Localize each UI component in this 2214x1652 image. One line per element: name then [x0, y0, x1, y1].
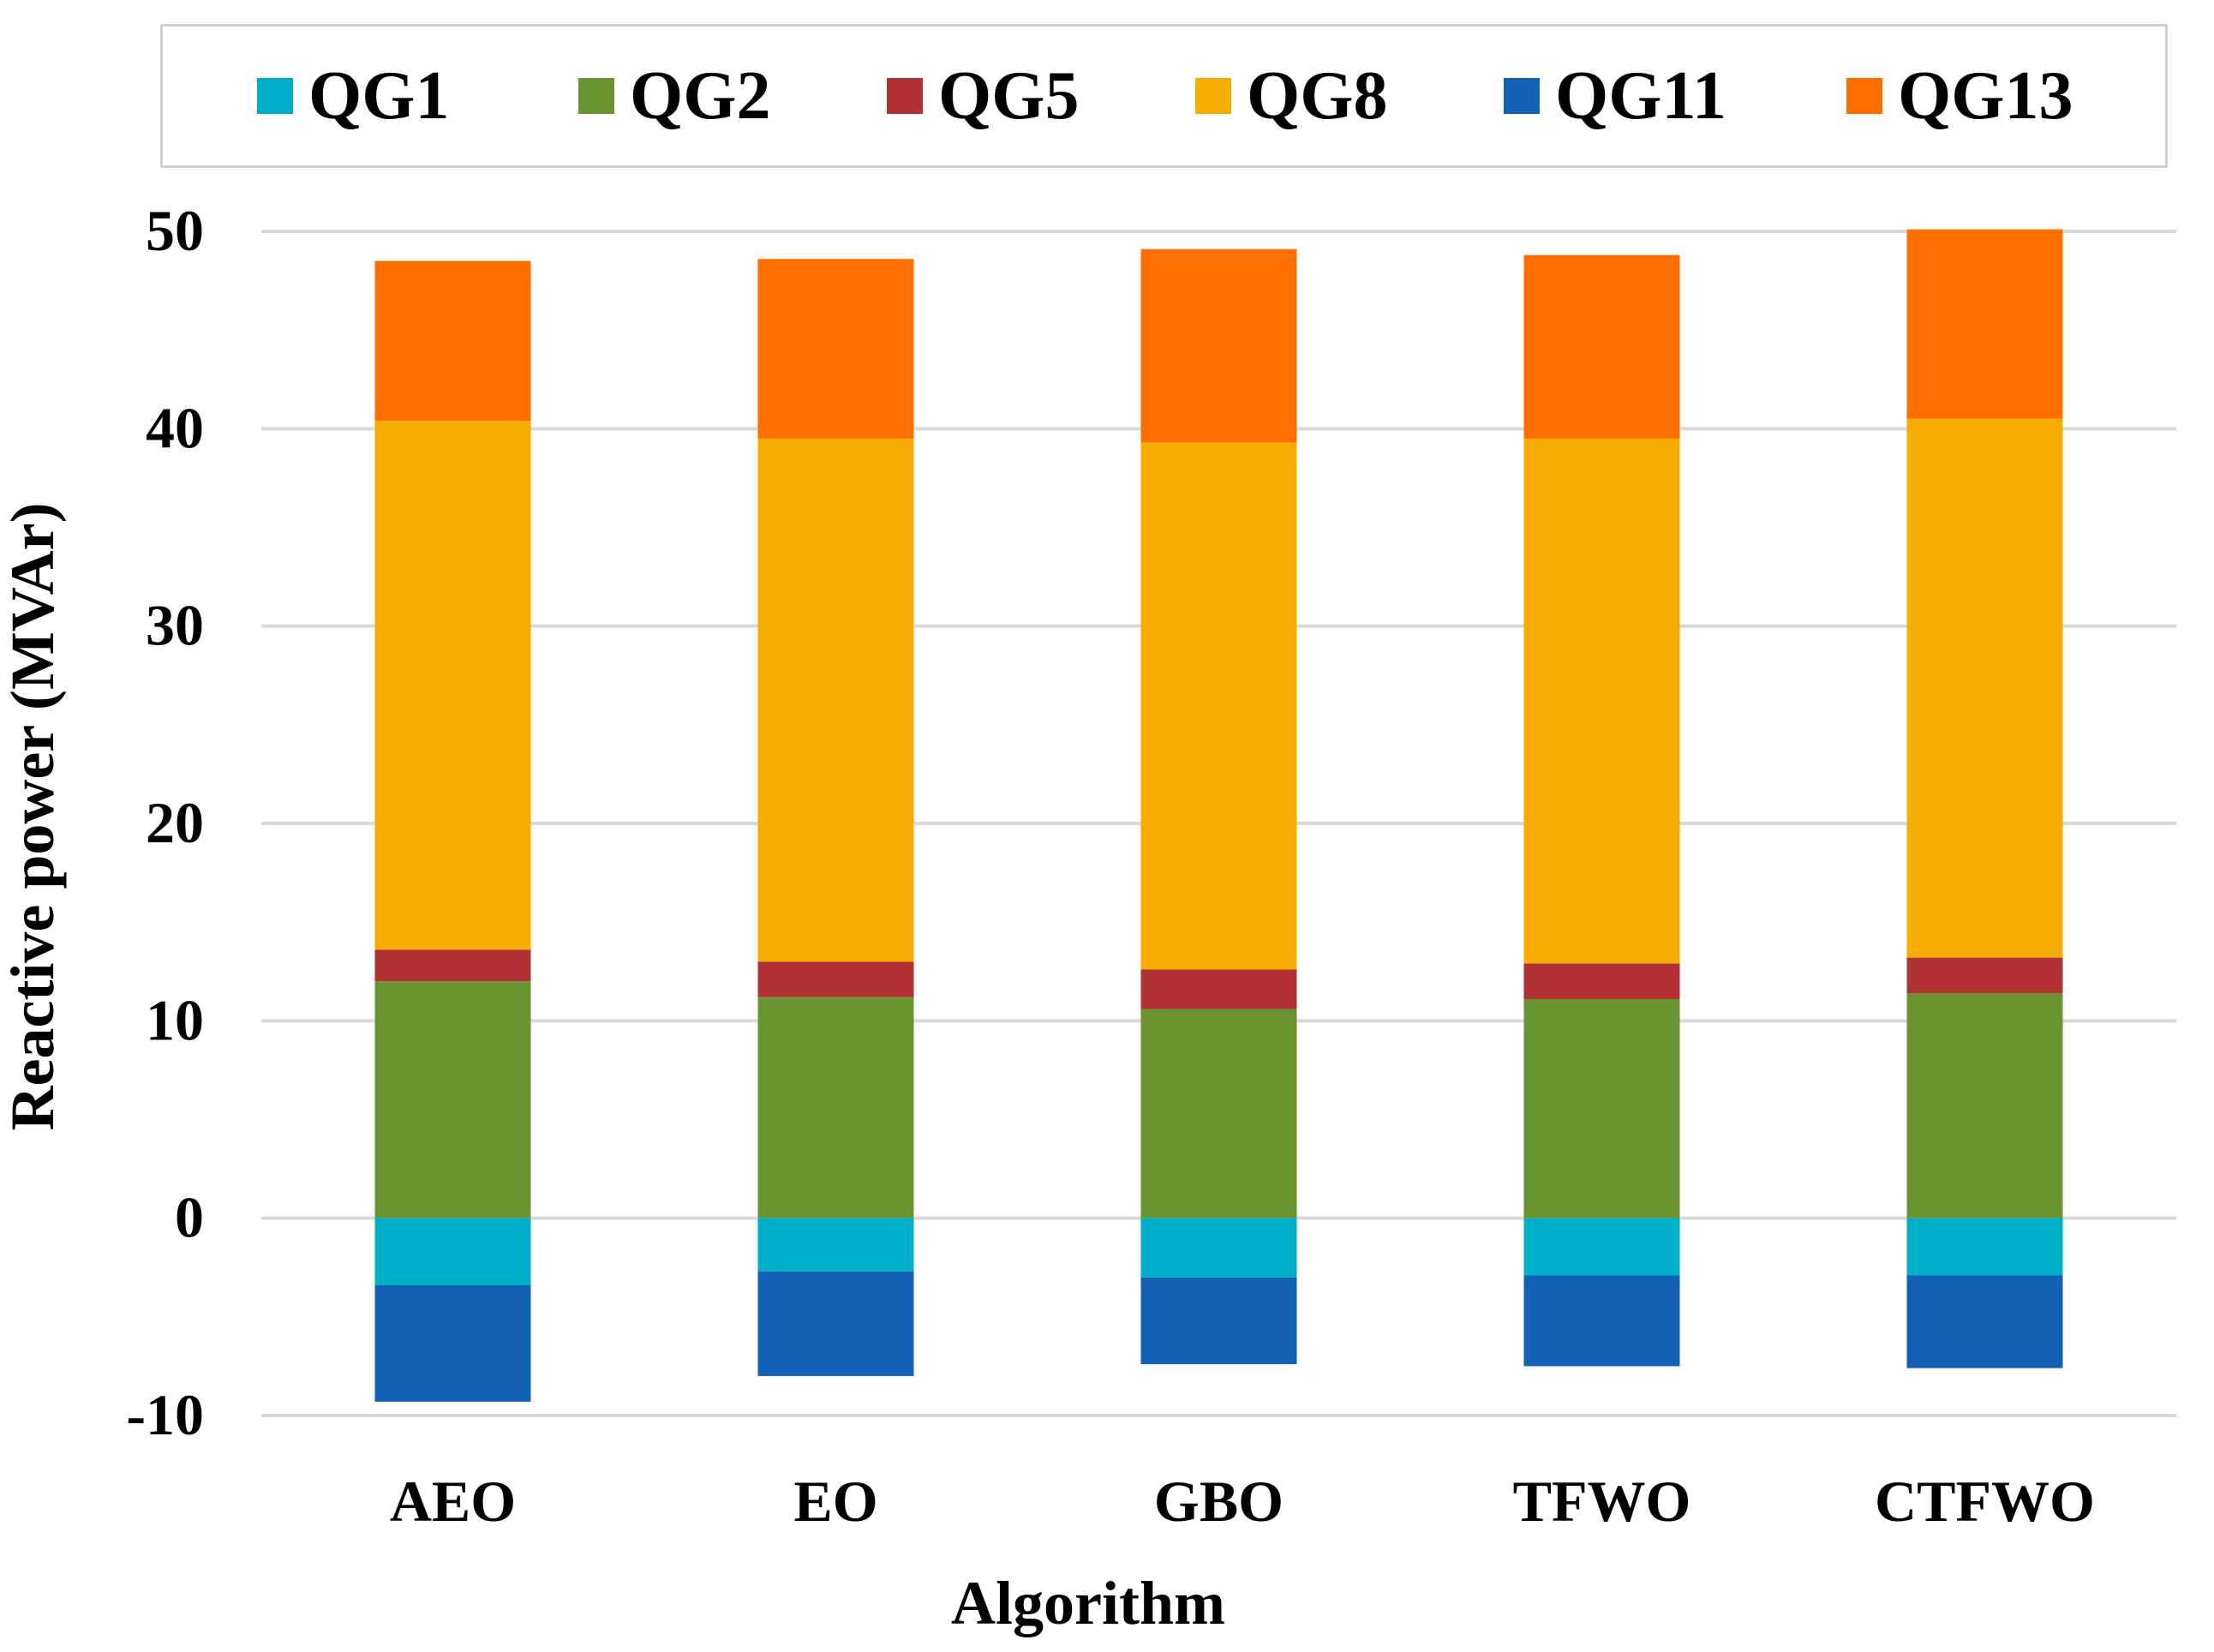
x-axis-title: Algorithm [951, 1569, 1225, 1637]
y-tick-label: 0 [175, 1185, 204, 1250]
bar-segment-qg1-gbo [1140, 1218, 1297, 1278]
bar-segment-qg5-gbo [1140, 969, 1297, 1009]
bar-segment-qg8-tfwo [1523, 438, 1680, 964]
bar-segment-qg1-eo [757, 1218, 914, 1272]
legend-label-qg2: QG2 [630, 57, 771, 134]
legend-label-qg1: QG1 [308, 57, 450, 134]
bar-segment-qg11-gbo [1140, 1277, 1297, 1365]
bar-segment-qg8-eo [757, 438, 914, 962]
bar-segment-qg1-aeo [374, 1218, 531, 1285]
legend-item-qg1: QG1 [257, 27, 449, 165]
legend-label-qg11: QG11 [1555, 57, 1727, 134]
bar-segment-qg13-aeo [374, 260, 531, 422]
y-axis-ticks: -10 0 10 20 30 40 50 [126, 198, 204, 1447]
x-axis-ticks: AEO EO GBO TFWO CTFWO [390, 1469, 2095, 1534]
bar-segment-qg2-gbo [1140, 1009, 1297, 1218]
y-axis-title: Reactive power (MVAr) [0, 502, 67, 1130]
x-tick-label: GBO [1154, 1469, 1284, 1534]
bar-segment-qg8-aeo [374, 421, 531, 950]
bar-segment-qg2-eo [757, 997, 914, 1218]
x-tick-label: TFWO [1513, 1469, 1691, 1534]
bar-segment-qg2-ctfwo [1906, 993, 2063, 1218]
legend-item-qg2: QG2 [578, 27, 770, 165]
bar-segment-qg5-tfwo [1523, 963, 1680, 999]
bar-segment-qg13-ctfwo [1906, 229, 2063, 419]
legend-item-qg13: QG13 [1846, 27, 2073, 165]
legend-swatch-qg11 [1504, 78, 1540, 114]
legend-item-qg11: QG11 [1504, 27, 1726, 165]
legend-label-qg8: QG8 [1247, 57, 1388, 134]
bar-segment-qg2-tfwo [1523, 998, 1680, 1218]
bar-segment-qg5-eo [757, 961, 914, 997]
bar-segment-qg8-ctfwo [1906, 418, 2063, 958]
y-tick-label: 40 [146, 395, 204, 460]
y-tick-label: 50 [146, 198, 204, 263]
y-tick-label: 10 [146, 987, 204, 1052]
legend-label-qg13: QG13 [1898, 57, 2073, 134]
y-tick-label: 20 [146, 790, 204, 855]
bar-segment-qg11-aeo [374, 1284, 531, 1402]
legend-item-qg5: QG5 [887, 27, 1079, 165]
bar-segment-qg1-tfwo [1523, 1218, 1680, 1276]
bar-segment-qg13-gbo [1140, 248, 1297, 443]
x-tick-label: EO [793, 1469, 877, 1534]
legend-swatch-qg13 [1846, 78, 1882, 114]
bar-segment-qg11-tfwo [1523, 1275, 1680, 1367]
bar-segment-qg5-aeo [374, 949, 531, 982]
legend-swatch-qg1 [257, 78, 293, 114]
bar-stacks [374, 229, 2063, 1402]
bar-segment-qg2-aeo [374, 981, 531, 1218]
bar-segment-qg5-ctfwo [1906, 957, 2063, 994]
bar-segment-qg13-tfwo [1523, 254, 1680, 439]
legend-swatch-qg5 [887, 78, 923, 114]
bar-segment-qg1-ctfwo [1906, 1218, 2063, 1276]
legend: QG1 QG2 QG5 QG8 QG11 QG13 [160, 24, 2168, 168]
x-tick-label: CTFWO [1875, 1469, 2095, 1534]
x-tick-label: AEO [390, 1469, 516, 1534]
bar-segment-qg13-eo [757, 259, 914, 439]
bar-segment-qg11-ctfwo [1906, 1275, 2063, 1368]
bar-segment-qg11-eo [757, 1271, 914, 1376]
y-tick-label: -10 [126, 1382, 204, 1447]
legend-swatch-qg8 [1195, 78, 1231, 114]
legend-label-qg5: QG5 [938, 57, 1080, 134]
legend-swatch-qg2 [578, 78, 614, 114]
y-tick-label: 30 [146, 593, 204, 658]
legend-item-qg8: QG8 [1195, 27, 1387, 165]
bar-segment-qg8-gbo [1140, 442, 1297, 970]
